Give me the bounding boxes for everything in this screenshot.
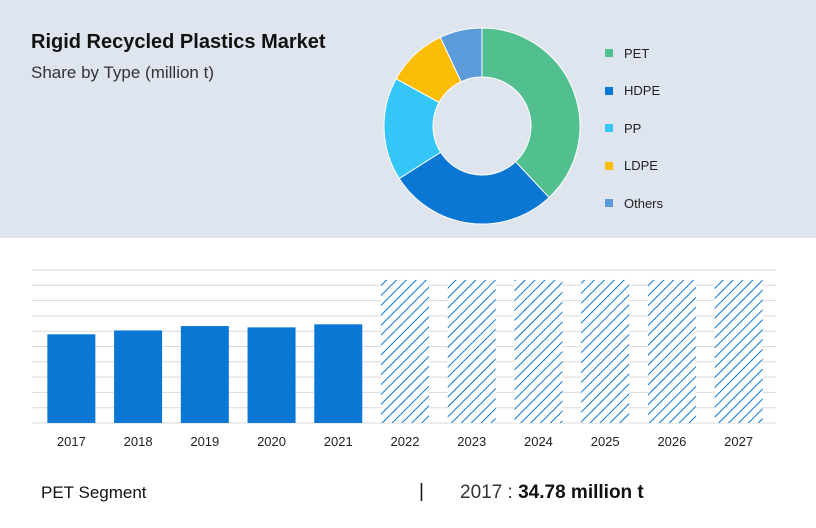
legend-item-hdpe: HDPE — [605, 82, 663, 100]
legend-label: PP — [624, 120, 642, 136]
legend-label: HDPE — [624, 83, 661, 98]
legend-label: LDPE — [624, 158, 658, 173]
x-tick-label: 2025 — [591, 434, 620, 449]
bar-2020 — [247, 327, 296, 423]
x-tick-label: 2022 — [391, 434, 420, 449]
legend-item-pp: PP — [605, 119, 663, 137]
footer-segment-label: PET Segment — [41, 483, 147, 502]
bar-2021 — [314, 324, 363, 423]
donut-slice-hdpe — [398, 151, 550, 225]
donut-chart — [383, 27, 581, 225]
bar-forecast-2027 — [714, 279, 763, 423]
legend-label: PET — [624, 45, 650, 61]
bar-2018 — [114, 330, 163, 423]
legend-swatch — [605, 161, 613, 170]
x-tick-label: 2027 — [724, 434, 753, 449]
legend-swatch — [605, 86, 613, 95]
bar-2019 — [180, 326, 229, 423]
bar-forecast-2024 — [514, 279, 563, 423]
footer-separator: | — [419, 481, 424, 502]
bar-2017 — [47, 334, 96, 423]
bar-forecast-2022 — [381, 279, 429, 423]
donut-slice-others — [439, 27, 483, 83]
donut-legend: PET HDPE PP LDPE Others — [605, 44, 663, 232]
chart-subtitle: Share by Type (million t) — [31, 63, 214, 82]
legend-item-pet: PET — [605, 44, 663, 62]
x-tick-label: 2019 — [190, 434, 219, 449]
donut-slice-pet — [481, 27, 581, 199]
x-tick-label: 2023 — [457, 434, 486, 449]
x-tick-label: 2017 — [57, 434, 86, 449]
legend-item-others: Others — [605, 194, 663, 212]
bar-forecast-2025 — [581, 279, 630, 423]
footer-year: 2017 : — [460, 482, 519, 503]
x-tick-label: 2026 — [657, 434, 686, 449]
bar-chart: 2017 2018 2019 2020 2021 2022 2023 2024 2025 2026… — [32, 269, 776, 449]
legend-label: Others — [624, 195, 664, 211]
legend-swatch — [605, 49, 613, 57]
legend-swatch — [605, 124, 613, 132]
x-tick-label: 2021 — [324, 434, 353, 449]
x-tick-label: 2024 — [524, 434, 553, 449]
x-tick-label: 2020 — [257, 434, 286, 449]
chart-title: Rigid Recycled Plastics Market — [31, 31, 326, 53]
bar-forecast-2023 — [447, 279, 496, 423]
footer-value-amount: 34.78 million t — [518, 482, 644, 503]
legend-swatch — [605, 199, 613, 207]
bar-forecast-2026 — [647, 279, 696, 423]
footer-value: 2017 : 34.78 million t — [460, 482, 644, 504]
x-tick-label: 2018 — [124, 434, 153, 449]
legend-item-ldpe: LDPE — [605, 157, 663, 175]
